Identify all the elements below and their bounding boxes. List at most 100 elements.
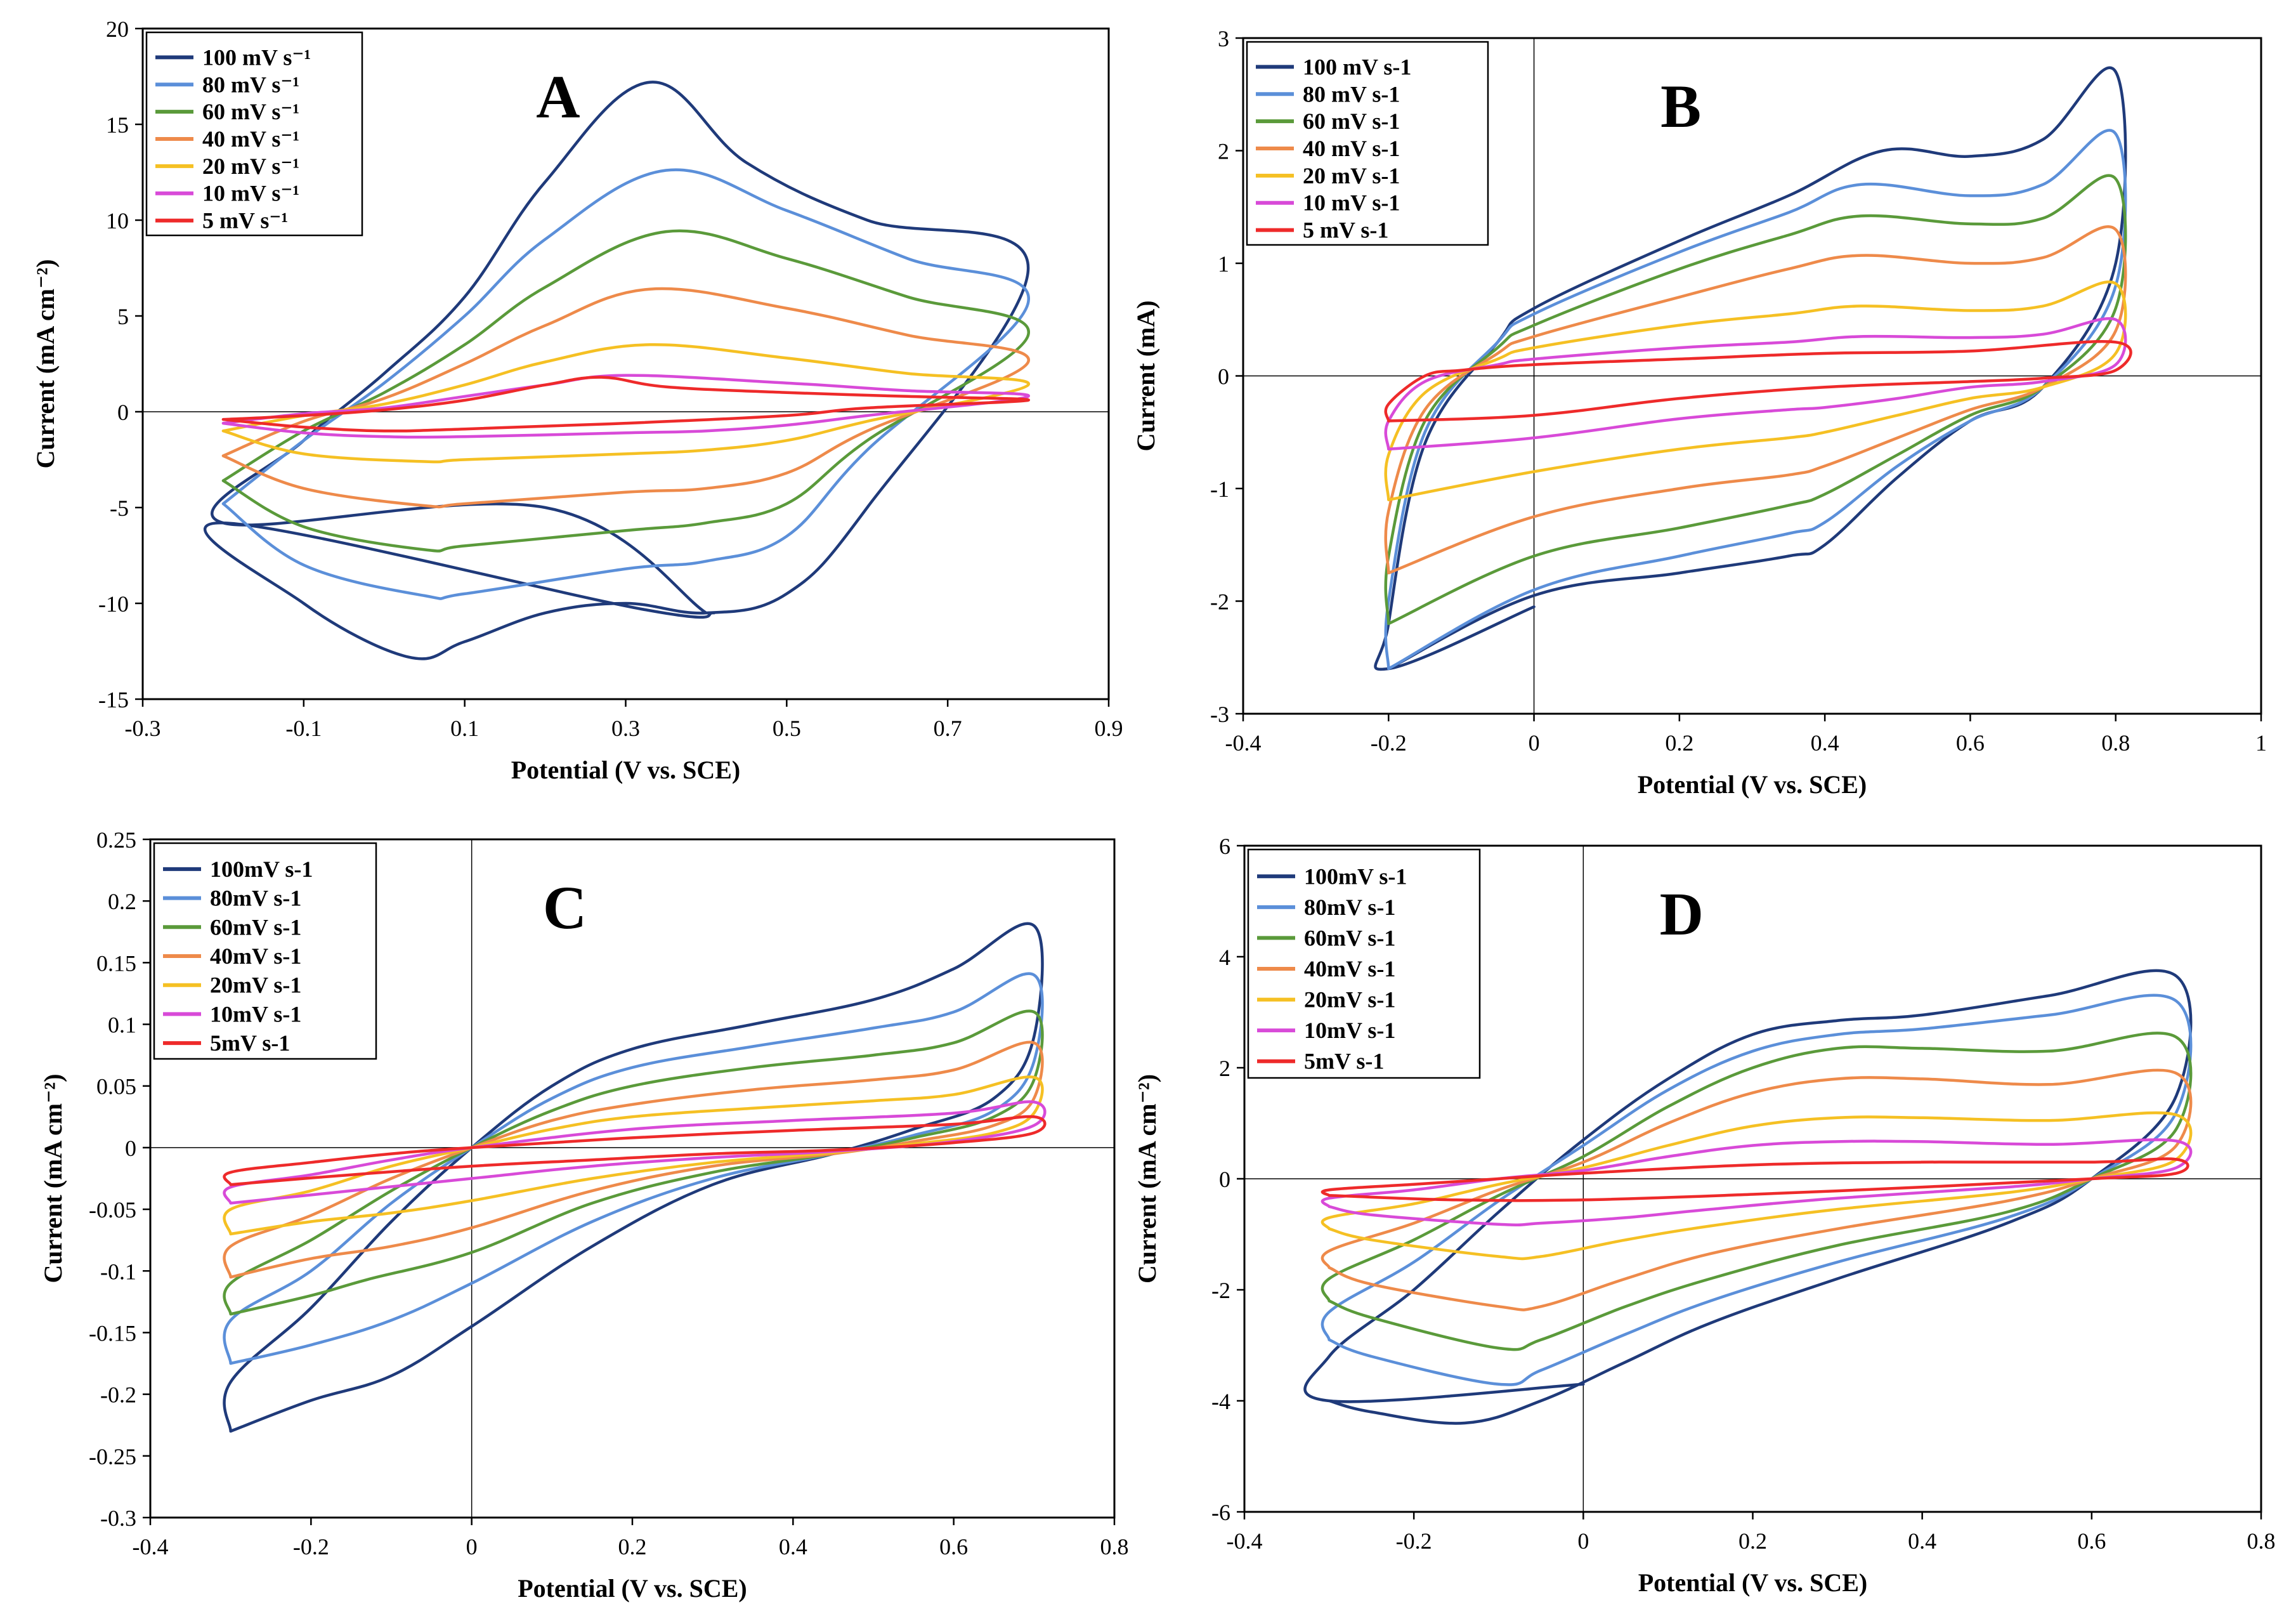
y-tick-label: 0.1 xyxy=(108,1013,136,1038)
legend-label: 5mV s-1 xyxy=(210,1030,290,1056)
legend-label: 5mV s-1 xyxy=(1304,1049,1384,1074)
y-axis-label: Current (mA cm⁻²) xyxy=(1133,1074,1161,1283)
x-tick-label: -0.4 xyxy=(133,1534,169,1559)
legend: 100mV s-1 80mV s-1 60mV s-1 40mV s-1 20mV s-… xyxy=(154,843,376,1059)
legend-label: 60 mV s⁻¹ xyxy=(202,99,299,124)
x-tick-label: 0.4 xyxy=(1908,1528,1936,1554)
legend-label: 40mV s-1 xyxy=(210,943,301,969)
x-tick-label: 0.8 xyxy=(1100,1534,1129,1559)
y-tick-label: -5 xyxy=(110,495,129,521)
legend-label: 80mV s-1 xyxy=(1304,895,1395,920)
x-tick-label: -0.4 xyxy=(1225,730,1262,756)
legend-label: 5 mV s⁻¹ xyxy=(202,208,288,233)
legend-label: 100 mV s⁻¹ xyxy=(202,44,311,70)
legend-label: 100mV s-1 xyxy=(1304,863,1407,889)
y-tick-label: 6 xyxy=(1219,834,1230,859)
legend-label: 20mV s-1 xyxy=(1304,987,1395,1013)
x-tick-label: 0.7 xyxy=(934,716,962,741)
y-tick-label: -0.15 xyxy=(89,1320,136,1346)
panel-label: C xyxy=(543,874,587,942)
x-tick-label: 0.5 xyxy=(773,716,801,741)
y-tick-label: 0.15 xyxy=(96,950,136,976)
y-tick-label: -4 xyxy=(1211,1389,1230,1414)
y-tick-label: -0.1 xyxy=(100,1259,136,1284)
x-tick-label: 0.8 xyxy=(2247,1528,2276,1554)
legend-label: 10mV s-1 xyxy=(1304,1018,1395,1043)
x-tick-label: 0.6 xyxy=(1956,730,1985,756)
legend-label: 100 mV s-1 xyxy=(1303,54,1411,79)
y-tick-label: -1 xyxy=(1210,476,1229,502)
x-tick-label: 0 xyxy=(1529,730,1540,756)
x-tick-label: 0.8 xyxy=(2101,730,2130,756)
x-axis-label: Potential (V vs. SCE) xyxy=(518,1574,747,1603)
y-tick-label: -0.2 xyxy=(100,1382,136,1408)
legend-label: 100mV s-1 xyxy=(210,856,313,882)
cv-figure: -0.3 -0.1 0.1 0.3 0.5 0.7 0.9-15-10-505101520P… xyxy=(0,0,2296,1614)
y-axis-label: Current (mA) xyxy=(1132,300,1160,451)
legend-label: 60mV s-1 xyxy=(210,914,301,940)
figure-background xyxy=(0,0,2296,1614)
panel-label: B xyxy=(1660,72,1701,140)
x-tick-label: 0.4 xyxy=(779,1534,807,1559)
legend: 100 mV s⁻¹80 mV s⁻¹60 mV s⁻¹40 mV s⁻¹20 … xyxy=(147,32,362,235)
y-tick-label: -10 xyxy=(98,591,129,617)
legend-label: 10mV s-1 xyxy=(210,1001,301,1027)
x-tick-label: 0.6 xyxy=(939,1534,968,1559)
y-tick-label: 20 xyxy=(106,16,129,42)
legend-label: 5 mV s-1 xyxy=(1303,218,1388,243)
x-tick-label: 0.1 xyxy=(450,716,479,741)
x-tick-label: 0 xyxy=(1577,1528,1589,1554)
y-tick-label: -0.25 xyxy=(89,1444,136,1469)
legend-label: 60mV s-1 xyxy=(1304,925,1395,950)
y-tick-label: -6 xyxy=(1211,1500,1230,1525)
x-tick-label: 0.3 xyxy=(611,716,640,741)
legend-label: 20 mV s⁻¹ xyxy=(202,154,299,179)
x-tick-label: -0.4 xyxy=(1227,1528,1263,1554)
legend: 100mV s-1 80mV s-1 60mV s-1 40mV s-1 20mV s-… xyxy=(1248,850,1480,1078)
legend-label: 40 mV s-1 xyxy=(1303,136,1400,161)
y-tick-label: 0.25 xyxy=(96,827,136,853)
legend-label: 20 mV s-1 xyxy=(1303,163,1400,188)
legend-label: 10 mV s⁻¹ xyxy=(202,181,299,206)
y-tick-label: 2 xyxy=(1219,1056,1230,1081)
y-tick-label: -15 xyxy=(98,687,129,712)
panel-label: D xyxy=(1660,880,1704,948)
legend: 100 mV s-180 mV s-160 mV s-140 mV s-120 … xyxy=(1247,42,1488,245)
y-tick-label: 0 xyxy=(125,1136,136,1161)
y-tick-label: 10 xyxy=(106,208,129,233)
y-axis-label: Current (mA cm⁻²) xyxy=(31,259,60,468)
y-tick-label: 2 xyxy=(1218,139,1229,164)
x-tick-label: -0.2 xyxy=(293,1534,329,1559)
y-tick-label: -3 xyxy=(1210,702,1229,727)
y-tick-label: 0 xyxy=(1219,1167,1230,1192)
x-tick-label: -0.3 xyxy=(125,716,161,741)
x-tick-label: -0.1 xyxy=(285,716,322,741)
y-tick-label: 0 xyxy=(117,400,129,425)
legend-label: 60 mV s-1 xyxy=(1303,108,1400,134)
x-tick-label: -0.2 xyxy=(1396,1528,1432,1554)
x-axis-label: Potential (V vs. SCE) xyxy=(1638,770,1867,799)
y-tick-label: 0.2 xyxy=(108,889,136,914)
y-tick-label: 15 xyxy=(106,112,129,138)
legend-label: 10 mV s-1 xyxy=(1303,190,1400,216)
y-tick-label: -2 xyxy=(1210,589,1229,615)
x-axis-label: Potential (V vs. SCE) xyxy=(1638,1568,1867,1597)
x-tick-label: 0.2 xyxy=(1738,1528,1767,1554)
panel-label: A xyxy=(536,63,580,131)
y-tick-label: 3 xyxy=(1218,26,1229,51)
y-tick-label: 0.05 xyxy=(96,1074,136,1099)
legend-label: 40mV s-1 xyxy=(1304,956,1395,981)
x-tick-label: 0.9 xyxy=(1095,716,1123,741)
x-tick-label: 0 xyxy=(466,1534,478,1559)
legend-label: 80 mV s-1 xyxy=(1303,81,1400,107)
x-axis-label: Potential (V vs. SCE) xyxy=(511,756,740,784)
y-tick-label: 1 xyxy=(1218,251,1229,277)
legend-label: 40 mV s⁻¹ xyxy=(202,126,299,152)
x-tick-label: 1 xyxy=(2255,730,2267,756)
legend-label: 80mV s-1 xyxy=(210,886,301,911)
y-tick-label: -0.3 xyxy=(100,1506,136,1531)
legend-label: 80 mV s⁻¹ xyxy=(202,72,299,97)
y-tick-label: 5 xyxy=(117,304,129,329)
x-tick-label: 0.6 xyxy=(2077,1528,2106,1554)
y-tick-label: 0 xyxy=(1218,364,1229,390)
